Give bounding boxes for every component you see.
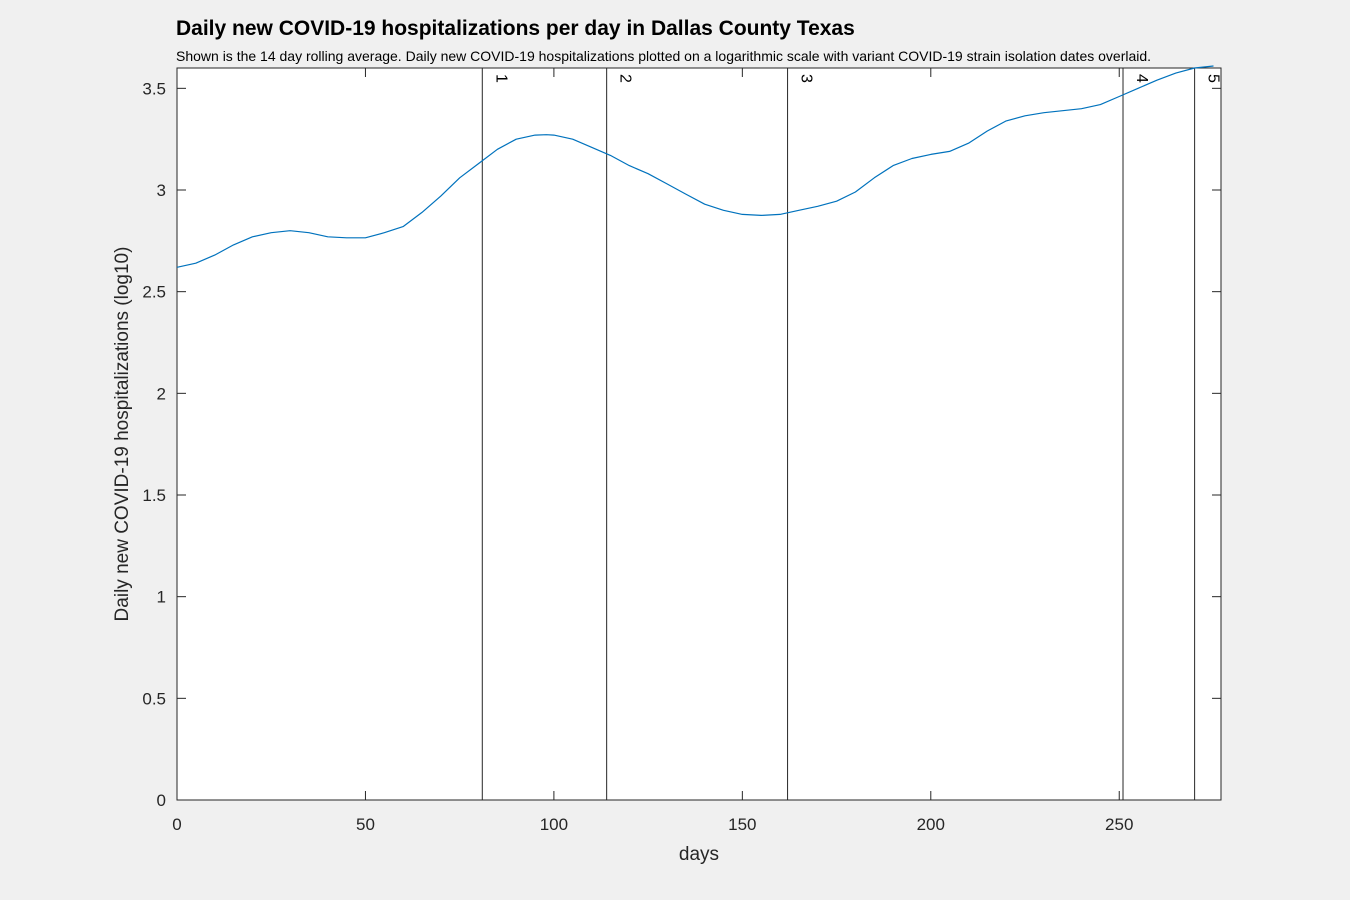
chart-title: Daily new COVID-19 hospitalizations per … xyxy=(176,17,855,40)
y-tick-label: 0.5 xyxy=(142,689,166,708)
x-tick-label: 200 xyxy=(917,815,945,834)
x-axis-label: days xyxy=(679,844,719,865)
x-tick-label: 50 xyxy=(356,815,375,834)
x-tick-label: 250 xyxy=(1105,815,1133,834)
y-tick-label: 1 xyxy=(157,588,166,607)
x-tick-label: 0 xyxy=(172,815,181,834)
series-line-0 xyxy=(176,65,1214,268)
variant-label-5: 5 xyxy=(1205,74,1222,83)
chart-subtitle: Shown is the 14 day rolling average. Dai… xyxy=(176,48,1151,64)
x-tick-label: 100 xyxy=(540,815,568,834)
plot-area xyxy=(176,67,1222,801)
y-tick-label: 1.5 xyxy=(142,486,166,505)
variant-label-1: 1 xyxy=(492,74,509,83)
variant-label-4: 4 xyxy=(1133,74,1150,83)
y-axis-label: Daily new COVID-19 hospitalizations (log… xyxy=(112,247,133,622)
y-tick-label: 3.5 xyxy=(142,79,166,98)
y-tick-label: 2.5 xyxy=(142,283,166,302)
x-tick-label: 150 xyxy=(728,815,756,834)
variant-label-3: 3 xyxy=(798,74,815,83)
variant-label-2: 2 xyxy=(617,74,634,83)
y-tick-label: 0 xyxy=(157,791,166,810)
y-tick-label: 3 xyxy=(157,181,166,200)
y-tick-label: 2 xyxy=(157,384,166,403)
